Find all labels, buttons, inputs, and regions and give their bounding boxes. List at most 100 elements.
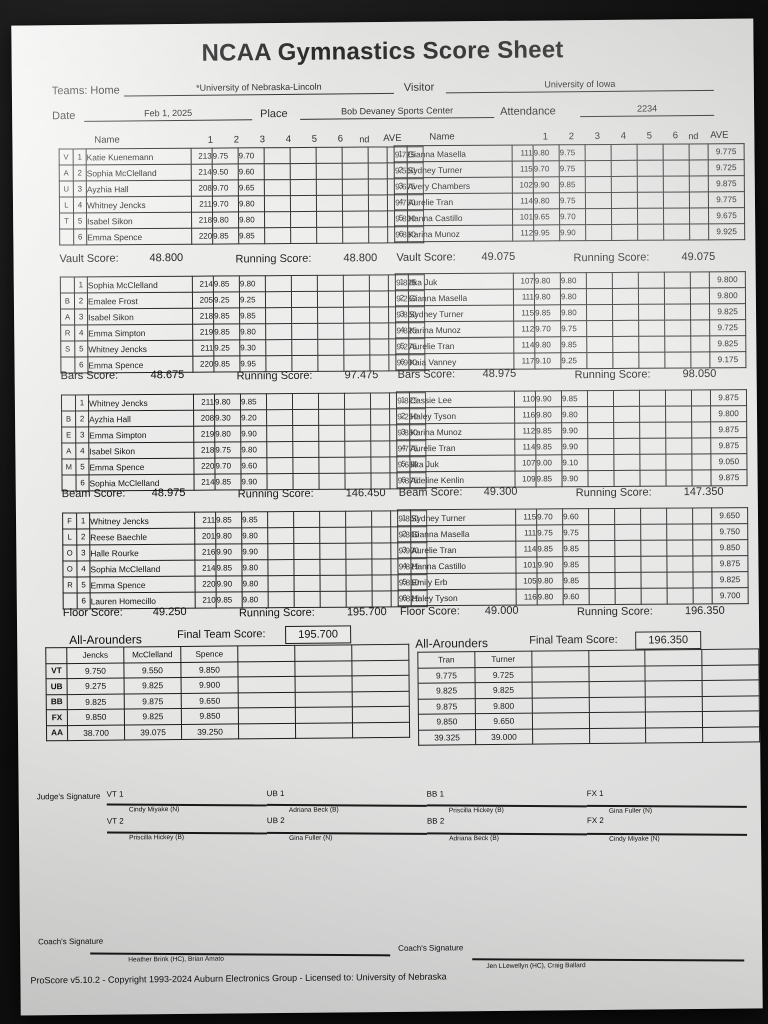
judge2-score-cell[interactable]: 9.70 bbox=[559, 208, 586, 225]
nd-cell[interactable] bbox=[368, 210, 388, 228]
judge3-score-cell[interactable] bbox=[585, 224, 612, 241]
judge5-score-cell[interactable] bbox=[640, 540, 667, 557]
judge5-score-cell[interactable] bbox=[638, 288, 665, 305]
judge5-score-cell[interactable] bbox=[639, 406, 666, 423]
judge3-score-cell[interactable] bbox=[265, 307, 292, 324]
judge3-score-cell[interactable] bbox=[266, 425, 293, 442]
judge3-score-cell[interactable] bbox=[586, 272, 613, 289]
judge1-score-cell[interactable]: 9.85 bbox=[536, 540, 563, 557]
judge1-score-cell[interactable]: 9.80 bbox=[533, 144, 560, 161]
judge5-score-cell[interactable] bbox=[320, 591, 347, 608]
judge6-score-cell[interactable] bbox=[663, 223, 690, 241]
judge5-score-cell[interactable] bbox=[637, 192, 664, 209]
judge4-score-cell[interactable] bbox=[294, 575, 321, 592]
nd-cell[interactable] bbox=[689, 159, 709, 176]
judge1-score-cell[interactable]: 9.70 bbox=[212, 195, 239, 213]
judge3-score-cell[interactable] bbox=[264, 211, 291, 228]
nd-cell[interactable] bbox=[368, 162, 388, 180]
judge1-score-cell[interactable]: 9.85 bbox=[216, 591, 243, 609]
judge6-score-cell[interactable] bbox=[666, 571, 694, 589]
judge4-score-cell[interactable] bbox=[290, 179, 317, 196]
judge6-score-cell[interactable] bbox=[343, 307, 370, 324]
judge2-score-cell[interactable]: 9.80 bbox=[238, 211, 265, 228]
nd-cell[interactable] bbox=[691, 405, 711, 422]
nd-cell[interactable] bbox=[368, 226, 388, 244]
judge4-score-cell[interactable] bbox=[292, 393, 319, 410]
judge6-score-cell[interactable] bbox=[342, 227, 369, 244]
judge2-score-cell[interactable]: 9.90 bbox=[561, 438, 588, 455]
judge1-score-cell[interactable]: 9.50 bbox=[212, 163, 239, 181]
judge3-score-cell[interactable] bbox=[588, 572, 616, 589]
judge4-score-cell[interactable] bbox=[292, 441, 319, 458]
judge6-score-cell[interactable] bbox=[345, 543, 372, 560]
judge4-score-cell[interactable] bbox=[290, 211, 317, 228]
judge6-score-cell[interactable] bbox=[665, 469, 693, 487]
judge6-score-cell[interactable] bbox=[346, 575, 373, 592]
judge2-score-cell[interactable]: 9.85 bbox=[238, 227, 265, 244]
judge5-score-cell[interactable] bbox=[637, 208, 664, 225]
judge5-score-cell[interactable] bbox=[639, 422, 666, 439]
nd-cell[interactable] bbox=[370, 408, 390, 426]
judge3-score-cell[interactable] bbox=[266, 409, 293, 426]
judge2-score-cell[interactable]: 9.85 bbox=[562, 540, 589, 557]
judge2-score-cell[interactable]: 9.75 bbox=[560, 320, 587, 337]
judge2-score-cell[interactable]: 9.85 bbox=[561, 390, 588, 407]
judge4-score-cell[interactable] bbox=[292, 425, 319, 442]
judge4-score-cell[interactable] bbox=[611, 176, 638, 193]
judge6-score-cell[interactable] bbox=[666, 555, 693, 573]
judge4-score-cell[interactable] bbox=[613, 390, 640, 407]
judge5-score-cell[interactable] bbox=[317, 307, 344, 324]
judge3-score-cell[interactable] bbox=[585, 192, 612, 209]
judge2-score-cell[interactable]: 9.85 bbox=[560, 336, 587, 353]
judge4-score-cell[interactable] bbox=[290, 163, 317, 180]
nd-cell[interactable] bbox=[690, 351, 710, 368]
judge3-score-cell[interactable] bbox=[585, 176, 612, 193]
judge3-score-cell[interactable] bbox=[588, 524, 615, 541]
judge5-score-cell[interactable] bbox=[318, 409, 345, 426]
judge3-score-cell[interactable] bbox=[267, 527, 294, 544]
judge2-score-cell[interactable]: 9.10 bbox=[561, 454, 588, 471]
judge4-score-cell[interactable] bbox=[290, 147, 317, 164]
date-field[interactable]: Feb 1, 2025 bbox=[84, 106, 253, 122]
judge4-score-cell[interactable] bbox=[293, 511, 320, 528]
judge1-score-cell[interactable]: 9.95 bbox=[533, 224, 560, 241]
judge6-score-cell[interactable] bbox=[665, 453, 692, 471]
nd-cell[interactable] bbox=[692, 539, 712, 556]
judge1-score-cell[interactable]: 9.90 bbox=[535, 390, 562, 407]
judge1-score-cell[interactable]: 9.70 bbox=[533, 160, 560, 177]
nd-cell[interactable] bbox=[690, 335, 710, 352]
judge6-score-cell[interactable] bbox=[344, 457, 371, 474]
judge6-score-cell[interactable] bbox=[344, 409, 371, 426]
judge2-score-cell[interactable]: 9.80 bbox=[241, 527, 268, 544]
judge3-score-cell[interactable] bbox=[589, 588, 616, 605]
judge2-score-cell[interactable]: 9.90 bbox=[559, 224, 586, 241]
judge6-score-cell[interactable] bbox=[345, 527, 372, 544]
judge5-score-cell[interactable] bbox=[318, 457, 345, 474]
judge1-score-cell[interactable]: 9.10 bbox=[534, 352, 561, 369]
nd-cell[interactable] bbox=[371, 542, 391, 560]
judge6-score-cell[interactable] bbox=[342, 195, 369, 212]
judge1-score-cell[interactable]: 9.90 bbox=[533, 176, 560, 193]
nd-cell[interactable] bbox=[689, 143, 709, 160]
nd-cell[interactable] bbox=[691, 453, 711, 470]
judge1-score-cell[interactable]: 9.80 bbox=[212, 211, 239, 229]
judge1-score-cell[interactable]: 9.85 bbox=[535, 422, 562, 439]
judge5-score-cell[interactable] bbox=[316, 227, 343, 244]
nd-cell[interactable] bbox=[372, 590, 392, 608]
judge1-score-cell[interactable]: 9.25 bbox=[213, 291, 240, 309]
judge1-score-cell[interactable]: 9.80 bbox=[534, 288, 561, 305]
judge5-score-cell[interactable] bbox=[637, 224, 664, 241]
judge1-score-cell[interactable]: 9.30 bbox=[214, 409, 241, 427]
judge4-score-cell[interactable] bbox=[615, 588, 642, 605]
judge3-score-cell[interactable] bbox=[588, 508, 615, 525]
judge3-score-cell[interactable] bbox=[587, 422, 614, 439]
attendance-field[interactable]: 2234 bbox=[580, 101, 715, 118]
judge1-score-cell[interactable]: 9.80 bbox=[534, 272, 561, 289]
judge5-score-cell[interactable] bbox=[639, 390, 666, 407]
judge2-score-cell[interactable]: 9.25 bbox=[560, 352, 587, 369]
judge4-score-cell[interactable] bbox=[614, 540, 641, 557]
judge4-score-cell[interactable] bbox=[612, 304, 639, 321]
nd-cell[interactable] bbox=[690, 287, 710, 304]
nd-cell[interactable] bbox=[691, 421, 711, 438]
judge3-score-cell[interactable] bbox=[585, 144, 612, 161]
